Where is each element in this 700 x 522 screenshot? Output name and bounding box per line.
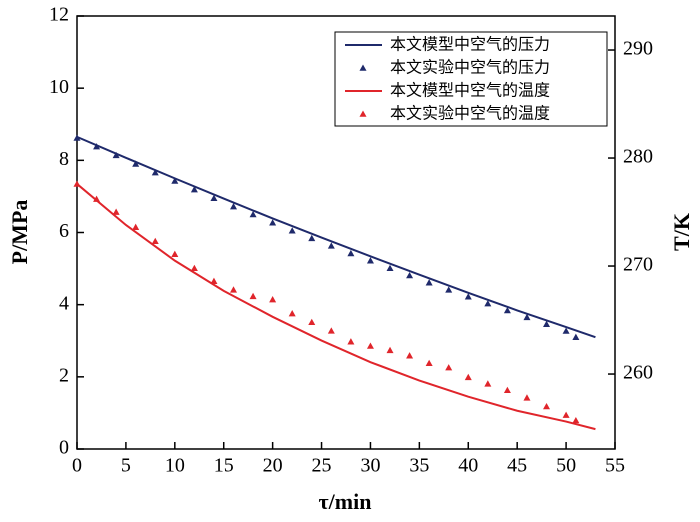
y-axis-title: P/MPa: [7, 200, 32, 265]
legend-label: 本文模型中空气的压力: [390, 35, 550, 54]
x-tick-label: 10: [165, 455, 185, 477]
y2-tick-label: 290: [623, 38, 653, 60]
data-point: [445, 364, 453, 371]
data-point: [484, 380, 492, 387]
data-point: [190, 264, 198, 271]
data-point: [347, 338, 355, 345]
data-point: [171, 177, 179, 184]
data-point: [366, 342, 374, 349]
data-point: [503, 386, 511, 394]
y-tick-label: 12: [49, 4, 69, 26]
x-tick-label: 20: [263, 455, 283, 477]
data-point: [386, 264, 394, 272]
legend-label: 本文实验中空气的压力: [390, 58, 550, 77]
data-point: [93, 195, 101, 202]
y-tick-label: 10: [49, 76, 69, 98]
data-point: [151, 169, 159, 176]
data-point: [484, 300, 492, 307]
data-point: [503, 306, 511, 314]
data-point: [445, 286, 453, 293]
data-point: [562, 411, 570, 418]
legend-swatch: [359, 110, 367, 117]
x-axis-title: τ/min: [319, 489, 372, 514]
y2-tick-label: 270: [623, 254, 653, 276]
data-point: [190, 186, 198, 193]
data-point: [288, 310, 296, 317]
data-point: [210, 277, 218, 284]
data-point: [464, 293, 472, 300]
data-point: [210, 194, 218, 202]
legend-label: 本文实验中空气的温度: [390, 104, 550, 123]
x-tick-label: 55: [605, 455, 625, 477]
y2-tick-label: 280: [623, 146, 653, 168]
data-point: [112, 151, 120, 159]
y-tick-label: 0: [59, 437, 69, 459]
data-point: [406, 271, 414, 279]
legend-label: 本文模型中空气的温度: [390, 81, 550, 100]
data-point: [425, 359, 433, 367]
data-point: [308, 234, 316, 242]
data-point: [93, 143, 101, 150]
y2-tick-label: 260: [623, 362, 653, 384]
data-point: [132, 223, 140, 230]
data-point: [464, 373, 472, 381]
data-point: [523, 313, 531, 321]
series-line: [76, 135, 596, 339]
data-point: [132, 160, 140, 167]
data-point: [73, 134, 81, 141]
data-point: [249, 292, 257, 300]
data-point: [523, 394, 531, 401]
data-point: [269, 219, 277, 226]
x-tick-label: 50: [556, 455, 576, 477]
data-point: [562, 327, 570, 334]
data-point: [543, 320, 551, 327]
data-point: [543, 402, 551, 410]
x-tick-label: 15: [214, 455, 234, 477]
data-point: [572, 416, 580, 424]
data-point: [230, 286, 238, 293]
y-tick-label: 6: [59, 220, 69, 242]
data-point: [572, 333, 580, 340]
data-point: [347, 249, 355, 257]
y2-axis-title: T/K: [669, 213, 694, 251]
series-line: [76, 183, 596, 431]
x-tick-label: 30: [360, 455, 380, 477]
x-tick-label: 35: [409, 455, 429, 477]
x-tick-label: 5: [121, 455, 131, 477]
data-point: [308, 318, 316, 325]
x-tick-label: 45: [507, 455, 527, 477]
data-point: [406, 352, 414, 359]
data-point: [171, 250, 179, 257]
x-tick-label: 0: [72, 455, 82, 477]
data-point: [269, 296, 277, 303]
x-tick-label: 40: [458, 455, 478, 477]
data-point: [151, 237, 159, 244]
legend-swatch: [359, 64, 367, 71]
data-point: [366, 257, 374, 264]
data-point: [249, 210, 257, 218]
y-tick-label: 2: [59, 364, 69, 386]
x-tick-label: 25: [312, 455, 332, 477]
legend-box: [334, 31, 608, 127]
data-point: [425, 279, 433, 286]
y-tick-label: 4: [59, 292, 69, 314]
data-point: [230, 203, 238, 210]
data-point: [386, 346, 394, 354]
y-tick-label: 8: [59, 148, 69, 170]
data-point: [112, 208, 120, 215]
data-point: [327, 327, 335, 334]
data-point: [327, 242, 335, 249]
data-point: [73, 180, 81, 187]
data-point: [288, 227, 296, 234]
